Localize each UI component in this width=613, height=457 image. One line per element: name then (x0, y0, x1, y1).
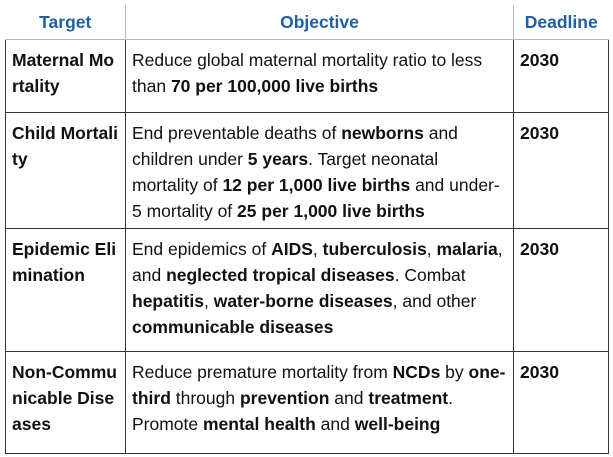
table-row: Child Mortality End preventable deaths of… (5, 112, 609, 229)
objective-highlight: malaria (436, 239, 498, 259)
objective-text: , and other (392, 291, 477, 311)
goals-table-container: Target Objective Deadline Maternal Morta… (5, 5, 609, 454)
target-cell: Epidemic Elimination (5, 228, 126, 352)
target-cell: Maternal Mortality (5, 39, 126, 113)
header-deadline: Deadline (513, 5, 609, 40)
objective-text: by (440, 362, 469, 382)
objective-highlight: communicable diseases (132, 317, 334, 337)
deadline-cell: 2030 (513, 112, 609, 229)
objective-text: through (170, 388, 240, 408)
objective-highlight: newborns (341, 123, 424, 143)
deadline-cell: 2030 (513, 351, 609, 454)
header-objective: Objective (125, 5, 514, 40)
objective-text: , (426, 239, 437, 259)
objective-text: and (315, 414, 355, 434)
objective-highlight: water-borne diseases (213, 291, 393, 311)
objective-highlight: 70 per 100,000 live births (170, 76, 379, 96)
objective-text: . Promote (132, 388, 453, 434)
health-targets-table: Target Objective Deadline Maternal Morta… (5, 5, 609, 454)
table-body: Maternal Mortality Reduce global maternal… (5, 39, 609, 454)
objective-text: End preventable deaths of (132, 123, 342, 143)
objective-highlight: AIDS (271, 239, 313, 259)
deadline-cell: 2030 (513, 228, 609, 352)
objective-text: Reduce global maternal mortality ratio t… (132, 50, 483, 96)
objective-highlight: one-third (132, 362, 506, 408)
objective-highlight: treatment (368, 388, 449, 408)
objective-cell: Reduce global maternal mortality ratio t… (125, 39, 514, 113)
objective-highlight: prevention (239, 388, 330, 408)
header-row: Target Objective Deadline (5, 5, 609, 40)
objective-text: . Target neonatal mortality of (132, 149, 439, 195)
objective-highlight: mental health (203, 414, 316, 434)
table-row: Non-Communicable Diseases Reduce prematur… (5, 351, 609, 454)
table-header: Target Objective Deadline (5, 5, 609, 40)
objective-cell: Reduce premature mortality from NCDs by … (125, 351, 514, 454)
objective-text: Reduce premature mortality from (132, 362, 393, 382)
objective-highlight: tuberculosis (322, 239, 427, 259)
objective-text: and under-5 mortality of (132, 175, 500, 221)
objective-text: End epidemics of (132, 239, 272, 259)
objective-text: , (203, 291, 214, 311)
objective-cell: End preventable deaths of newborns and c… (125, 112, 514, 229)
objective-highlight: hepatitis (132, 291, 204, 311)
target-cell: Child Mortality (5, 112, 126, 229)
objective-highlight: 12 per 1,000 live births (222, 175, 411, 195)
objective-text: , (312, 239, 323, 259)
header-target: Target (5, 5, 126, 40)
objective-highlight: NCDs (392, 362, 441, 382)
objective-text: and children under (132, 123, 458, 169)
objective-highlight: 25 per 1,000 live births (237, 201, 425, 221)
objective-highlight: well-being (354, 414, 441, 434)
objective-cell: End epidemics of AIDS, tuberculosis, mal… (125, 228, 514, 352)
objective-text: . Combat (394, 265, 466, 285)
objective-text: and (329, 388, 369, 408)
table-row: Epidemic Elimination End epidemics of AID… (5, 228, 609, 352)
deadline-cell: 2030 (513, 39, 609, 113)
objective-highlight: neglected tropical diseases (166, 265, 395, 285)
objective-highlight: 5 years (247, 149, 309, 169)
objective-text: , and (132, 239, 503, 285)
target-cell: Non-Communicable Diseases (5, 351, 126, 454)
table-row: Maternal Mortality Reduce global maternal… (5, 39, 609, 113)
